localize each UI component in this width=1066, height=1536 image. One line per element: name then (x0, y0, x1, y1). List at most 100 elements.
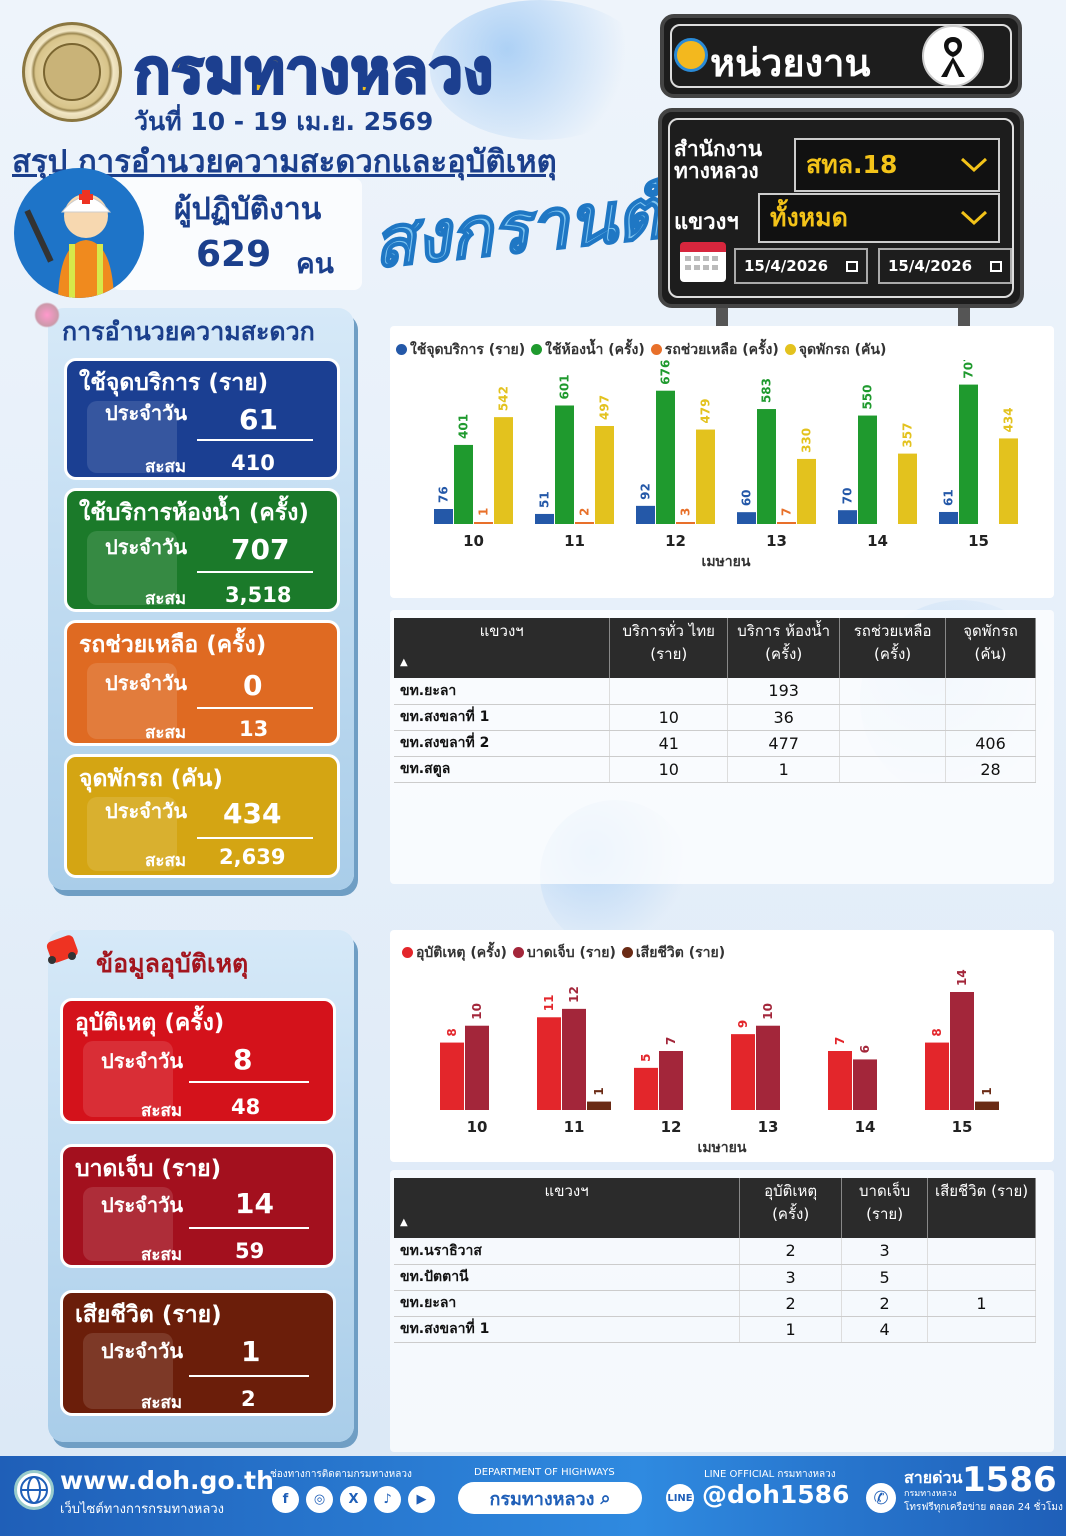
daily-label: ประจำวัน (101, 1193, 184, 1217)
total-label: สะสม (145, 851, 187, 871)
staff-label: ผู้ปฏิบัติงาน (174, 192, 322, 227)
value-cell: 1 (927, 1290, 1036, 1317)
data-label: 676 (659, 360, 673, 385)
data-label: 601 (558, 374, 572, 399)
value-cell: 2 (739, 1238, 843, 1265)
calendar-small-icon (846, 260, 858, 272)
table-header-row: แขวงฯ ▲ บริการทั่ว ไทย (ราย) บริการ ห้องน้ำ… (394, 618, 1036, 678)
divider (189, 1375, 309, 1377)
office-select[interactable]: สทล.18 (794, 138, 1000, 192)
phone-icon: ✆ (866, 1483, 896, 1513)
legend-item: อุบัติเหตุ (ครั้ง) (402, 945, 507, 961)
daily-label: ประจำวัน (105, 401, 188, 425)
legend-item: เสียชีวิต (ราย) (621, 945, 725, 961)
data-label: 10 (761, 1003, 775, 1020)
facility-table: แขวงฯ ▲ บริการทั่ว ไทย (ราย) บริการ ห้องน้ำ… (394, 618, 1036, 783)
date-from-input[interactable]: 15/4/2026 (734, 248, 868, 284)
value-cell (927, 1238, 1036, 1265)
legend-item: ใช้จุดบริการ (ราย) (396, 342, 525, 358)
data-label: 1 (980, 1087, 994, 1095)
district-cell: ขท.สงขลาที่ 2 (394, 730, 611, 757)
total-value: 410 (231, 451, 275, 475)
bar (676, 522, 695, 524)
coin-icon (674, 38, 708, 72)
column-header[interactable]: บริการ ห้องน้ำ (ครั้ง) (727, 618, 841, 678)
hotline-number[interactable]: 1586 (962, 1460, 1057, 1500)
column-header[interactable]: เสียชีวิต (ราย) (927, 1178, 1036, 1238)
value-cell: 1 (727, 756, 841, 783)
data-label: 11 (542, 995, 556, 1012)
data-label: 707 (962, 360, 976, 379)
sort-asc-icon[interactable]: ▲ (400, 1217, 408, 1228)
bar (838, 510, 857, 524)
column-header[interactable]: บาดเจ็บ (ราย) (841, 1178, 929, 1238)
x-axis-label: เมษายน (702, 554, 751, 570)
x-tick-label: 14 (855, 1118, 876, 1136)
divider (197, 837, 313, 839)
data-label: 76 (437, 486, 451, 503)
legend-item: รถช่วยเหลือ (ครั้ง) (650, 342, 779, 358)
youtube-icon[interactable]: ▶ (408, 1486, 435, 1513)
instagram-icon[interactable]: ◎ (306, 1486, 333, 1513)
legend-dot (512, 947, 524, 958)
date-to-input[interactable]: 15/4/2026 (878, 248, 1012, 284)
data-label: 434 (1002, 407, 1016, 432)
bar (925, 1042, 949, 1110)
x-twitter-icon[interactable]: X (340, 1486, 367, 1513)
legend-dot (396, 344, 407, 355)
data-label: 61 (942, 489, 956, 506)
column-header[interactable]: อุบัติเหตุ (ครั้ง) (739, 1178, 843, 1238)
column-header[interactable]: บริการทั่ว ไทย (ราย) (609, 618, 729, 678)
column-header[interactable]: แขวงฯ ▲ (394, 1178, 741, 1238)
tiktok-icon[interactable]: ♪ (374, 1486, 401, 1513)
district-cell: ขท.ปัตตานี (394, 1264, 741, 1291)
line-id[interactable]: @doh1586 (702, 1480, 850, 1509)
district-cell: ขท.สตูล (394, 756, 611, 783)
website-link[interactable]: www.doh.go.th (60, 1466, 274, 1495)
office-label: สำนักงาน ทางหลวง (674, 137, 763, 183)
column-header[interactable]: จุดพักรถ (คัน) (945, 618, 1036, 678)
daily-label: ประจำวัน (105, 799, 188, 823)
column-header[interactable]: รถช่วยเหลือ (ครั้ง) (839, 618, 947, 678)
table-row: ขท.นราธิวาส 2 3 (394, 1238, 1036, 1265)
divider (189, 1081, 309, 1083)
column-header-label: อุบัติเหตุ (ครั้ง) (764, 1182, 818, 1223)
data-label: 70 (841, 487, 855, 504)
district-cell: ขท.ยะลา (394, 678, 611, 705)
value-cell: 3 (739, 1264, 843, 1291)
daily-value: 14 (235, 1187, 274, 1220)
bar (975, 1101, 999, 1110)
facebook-icon[interactable]: f (272, 1486, 299, 1513)
card-title: อุบัติเหตุ (ครั้ง) (75, 1010, 225, 1036)
line-icon[interactable]: LINE (666, 1484, 694, 1512)
chevron-down-icon (960, 210, 988, 226)
data-label: 583 (760, 378, 774, 403)
legend-item: จุดพักรถ (คัน) (784, 342, 886, 358)
total-value: 3,518 (225, 583, 292, 607)
data-label: 1 (592, 1087, 606, 1095)
value-cell: 41 (609, 730, 729, 757)
calendar-small-icon (990, 260, 1002, 272)
fatality-icon (83, 1333, 173, 1409)
bar (959, 384, 978, 524)
value-cell: 36 (727, 704, 841, 731)
x-tick-label: 15 (968, 532, 989, 550)
column-header-label: แขวงฯ (479, 622, 524, 640)
value-cell: 3 (841, 1238, 929, 1265)
search-doh-button[interactable]: กรมทางหลวง ⌕ (458, 1482, 642, 1514)
district-select[interactable]: ทั้งหมด (758, 193, 1000, 243)
legend-label: รถช่วยเหลือ (ครั้ง) (664, 342, 779, 358)
card-title: จุดพักรถ (คัน) (79, 766, 223, 792)
bar (434, 509, 453, 524)
worker-avatar (14, 168, 144, 298)
facility-chart-legend: ใช้จุดบริการ (ราย) ใช้ห้องน้ำ (ครั้ง) รถช่… (396, 339, 892, 361)
column-header-label: แขวงฯ (544, 1182, 589, 1200)
district-cell: ขท.สงขลาที่ 1 (394, 1316, 741, 1343)
data-label: 10 (470, 1003, 484, 1020)
district-cell: ขท.นราธิวาส (394, 1238, 741, 1265)
value-cell: 10 (609, 704, 729, 731)
sort-asc-icon[interactable]: ▲ (400, 657, 408, 668)
facility-bar-chart: 76 401 1 542 10 51 601 2 497 11 92 676 3 479 12 60 583 7 3… (434, 360, 1018, 570)
legend-label: ใช้จุดบริการ (ราย) (410, 342, 526, 358)
column-header[interactable]: แขวงฯ ▲ (394, 618, 611, 678)
